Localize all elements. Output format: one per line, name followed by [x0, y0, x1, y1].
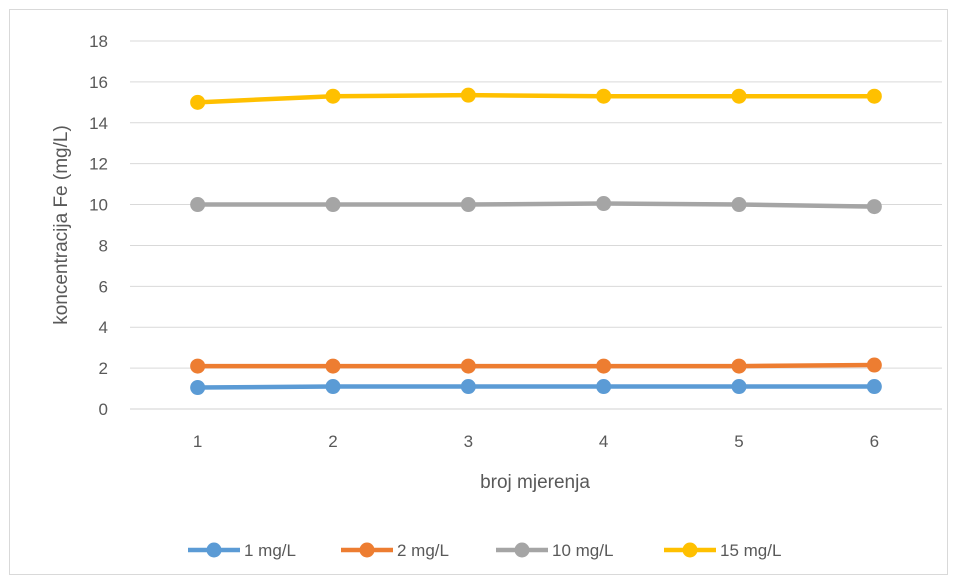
data-point [460, 87, 476, 103]
series-1 [190, 379, 882, 396]
data-point [190, 197, 206, 213]
x-tick-label: 2 [328, 432, 337, 451]
y-tick-label: 18 [89, 32, 108, 51]
data-point [325, 197, 341, 213]
series-2 [190, 357, 882, 374]
data-point [325, 358, 341, 374]
y-tick-label: 16 [89, 73, 108, 92]
y-tick-label: 0 [99, 400, 108, 419]
x-tick-label: 3 [464, 432, 473, 451]
data-point [731, 358, 747, 374]
y-axis-tick-labels: 0 2 4 6 8 10 12 14 16 18 [89, 32, 108, 419]
legend: 1 mg/L 2 mg/L 10 mg/L 15 mg/L [188, 541, 781, 560]
legend-label: 1 mg/L [244, 541, 296, 560]
data-point [731, 197, 747, 213]
series-line [195, 201, 877, 209]
x-axis-title: broj mjerenja [480, 472, 590, 493]
data-point [866, 379, 882, 395]
data-point [325, 379, 341, 395]
data-point [596, 196, 612, 212]
series-4 [190, 87, 882, 110]
series-line [195, 92, 877, 105]
legend-label: 15 mg/L [720, 541, 781, 560]
y-tick-label: 14 [89, 114, 108, 133]
y-tick-label: 6 [99, 277, 108, 296]
data-point [866, 357, 882, 373]
data-point [460, 358, 476, 374]
data-point [190, 94, 206, 110]
series-layer [190, 87, 882, 396]
data-point [866, 199, 882, 215]
y-tick-label: 2 [99, 359, 108, 378]
legend-swatch-marker [206, 542, 222, 558]
legend-label: 2 mg/L [397, 541, 449, 560]
legend-swatch-marker [682, 542, 698, 558]
data-point [866, 88, 882, 104]
data-point [190, 380, 206, 396]
series-3 [190, 196, 882, 215]
data-point [731, 88, 747, 104]
series-line [195, 384, 877, 390]
y-tick-label: 10 [89, 196, 108, 215]
legend-item: 1 mg/L [188, 541, 296, 560]
legend-swatch-marker [514, 542, 530, 558]
chart-frame [9, 9, 948, 575]
data-point [190, 358, 206, 374]
series-line [195, 362, 877, 369]
y-axis-title: koncentracija Fe (mg/L) [51, 125, 72, 325]
legend-item: 2 mg/L [341, 541, 449, 560]
data-point [460, 197, 476, 213]
legend-item: 15 mg/L [664, 541, 781, 560]
legend-label: 10 mg/L [552, 541, 613, 560]
data-point [596, 358, 612, 374]
data-point [325, 88, 341, 104]
y-tick-label: 4 [99, 318, 108, 337]
x-tick-label: 4 [599, 432, 608, 451]
data-point [460, 379, 476, 395]
x-tick-label: 6 [870, 432, 879, 451]
legend-item: 10 mg/L [496, 541, 613, 560]
y-tick-label: 12 [89, 155, 108, 174]
data-point [731, 379, 747, 395]
legend-swatch-marker [359, 542, 375, 558]
data-point [596, 88, 612, 104]
x-axis-tick-labels: 1 2 3 4 5 6 [193, 432, 879, 451]
x-tick-label: 1 [193, 432, 202, 451]
data-point [596, 379, 612, 395]
x-tick-label: 5 [734, 432, 743, 451]
y-tick-label: 8 [99, 236, 108, 255]
